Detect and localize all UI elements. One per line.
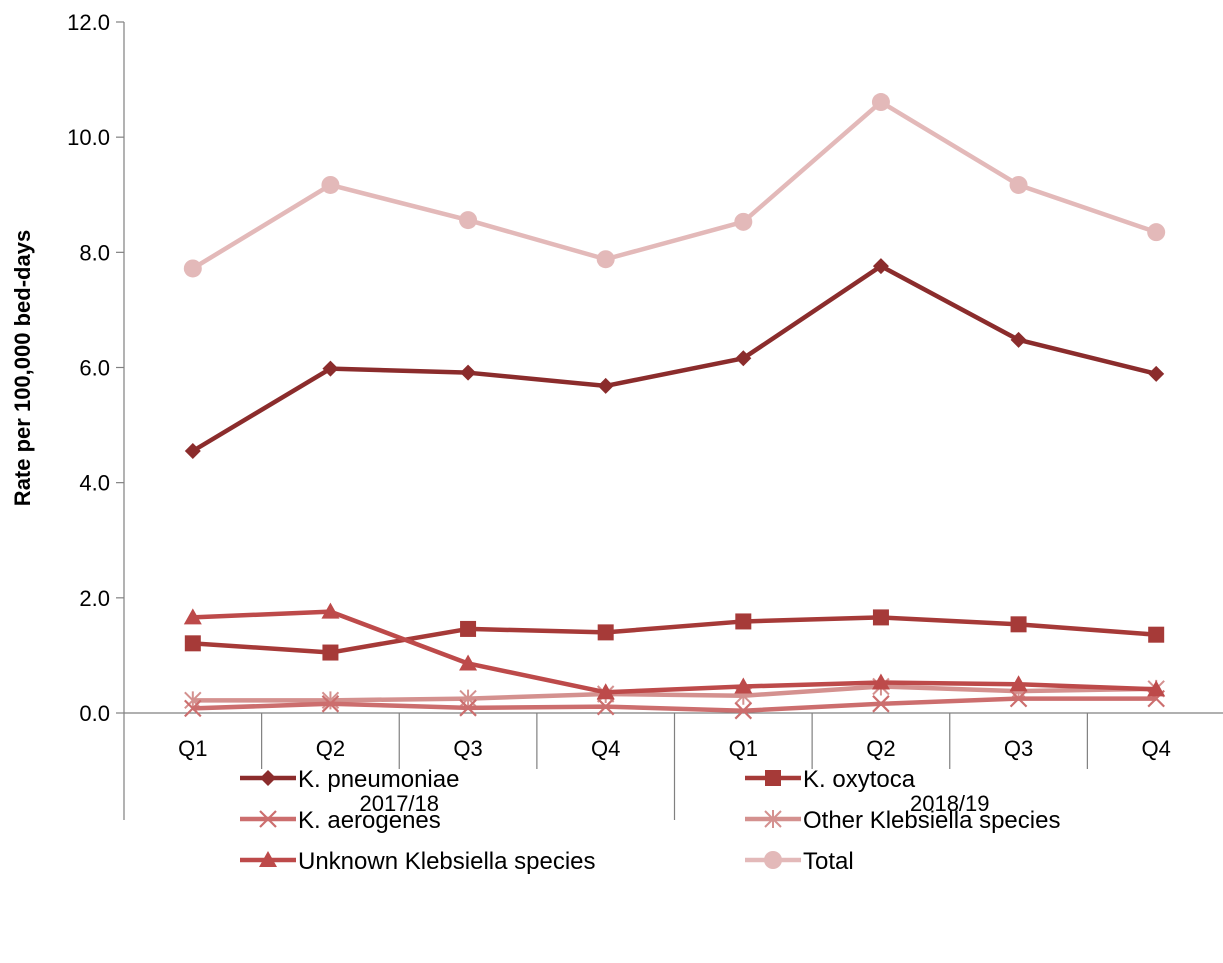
y-tick-label: 12.0: [67, 10, 110, 35]
series-k-pneumoniae: [184, 258, 1165, 459]
series-k-oxytoca: [184, 609, 1165, 661]
data-point: [459, 211, 478, 230]
data-point: [597, 624, 614, 641]
data-point: [1148, 365, 1165, 382]
legend-label: K. oxytoca: [803, 766, 916, 793]
series-line: [192, 696, 1157, 713]
legend-item: K. aerogenes: [240, 807, 441, 834]
legend-swatch-marker: [765, 770, 781, 786]
x-tick-label: Q3: [453, 736, 482, 761]
data-point: [1009, 675, 1028, 692]
legend-item: K. pneumoniae: [240, 766, 459, 793]
data-point: [872, 609, 889, 626]
x-tick-label: Q2: [316, 736, 345, 761]
data-point: [1147, 680, 1166, 697]
series-line: [192, 615, 1157, 655]
data-point: [1009, 175, 1028, 194]
series-unknown-klebsiella-species: [183, 602, 1166, 700]
data-point: [735, 613, 752, 630]
series-layer: [183, 93, 1166, 720]
legend-item: K. oxytoca: [745, 766, 916, 793]
y-axis-label: Rate per 100,000 bed-days: [10, 230, 35, 506]
data-point: [872, 695, 890, 713]
data-point: [871, 673, 890, 690]
y-tick-label: 6.0: [79, 356, 110, 381]
data-point: [459, 654, 478, 671]
data-point: [321, 602, 340, 619]
legend: K. pneumoniae K. oxytoca K. aerogenes Other…: [240, 766, 1060, 875]
data-point: [1147, 223, 1166, 242]
series-k-aerogenes: [184, 689, 1165, 720]
data-point: [460, 364, 477, 381]
data-point: [183, 259, 202, 278]
x-tick-label: Q2: [866, 736, 895, 761]
y-tick-label: 2.0: [79, 586, 110, 611]
series-line: [192, 609, 1157, 695]
legend-item: Other Klebsiella species: [745, 807, 1060, 834]
data-point: [735, 350, 752, 367]
x-tick-label: Q4: [591, 736, 620, 761]
data-point: [596, 683, 615, 700]
data-point: [322, 360, 339, 377]
data-point: [459, 699, 477, 717]
legend-swatch-marker: [259, 810, 277, 828]
data-point: [1010, 616, 1027, 633]
x-tick-label: Q4: [1142, 736, 1171, 761]
data-point: [322, 644, 339, 661]
data-point: [183, 608, 202, 625]
x-tick-label: Q1: [729, 736, 758, 761]
y-tick-label: 8.0: [79, 240, 110, 265]
legend-swatch-marker: [764, 851, 782, 869]
legend-item: Total: [745, 848, 854, 875]
data-point: [734, 212, 753, 231]
y-tick-label: 10.0: [67, 125, 110, 150]
axes: 0.0 2.0 4.0 6.0 8.0 10.0 12.0 Q1 Q2 Q3 Q4 Q1 Q2 Q3 Q4 2…: [67, 10, 1223, 820]
series-total: [183, 93, 1166, 278]
data-point: [184, 699, 202, 718]
data-point: [871, 93, 890, 112]
legend-swatch-marker: [764, 810, 782, 828]
data-point: [872, 258, 889, 275]
x-group-label: 2017/18: [359, 791, 439, 816]
legend-swatch-marker: [259, 851, 277, 867]
data-point: [184, 442, 201, 459]
data-point: [321, 695, 340, 713]
data-point: [321, 175, 340, 194]
legend-swatch-marker: [260, 770, 276, 786]
legend-label: K. pneumoniae: [298, 766, 459, 793]
y-tick-label: 4.0: [79, 471, 110, 496]
data-point: [1010, 331, 1027, 348]
data-point: [734, 701, 753, 720]
data-point: [596, 697, 615, 716]
data-point: [734, 677, 753, 694]
data-point: [460, 620, 477, 637]
legend-item: Unknown Klebsiella species: [240, 848, 596, 875]
data-point: [597, 377, 614, 394]
legend-label: Total: [803, 848, 854, 875]
x-group-label: 2018/19: [910, 791, 990, 816]
x-tick-label: Q1: [178, 736, 207, 761]
x-tick-label: Q3: [1004, 736, 1033, 761]
legend-label: Other Klebsiella species: [803, 807, 1060, 834]
data-point: [184, 635, 201, 652]
series-line: [191, 99, 1157, 271]
series-line: [192, 684, 1157, 703]
data-point: [596, 250, 615, 269]
data-point: [1148, 626, 1165, 643]
y-tick-label: 0.0: [79, 701, 110, 726]
legend-label: K. aerogenes: [298, 807, 441, 834]
series-line: [191, 263, 1157, 453]
data-point: [1009, 689, 1028, 708]
legend-label: Unknown Klebsiella species: [298, 848, 596, 875]
